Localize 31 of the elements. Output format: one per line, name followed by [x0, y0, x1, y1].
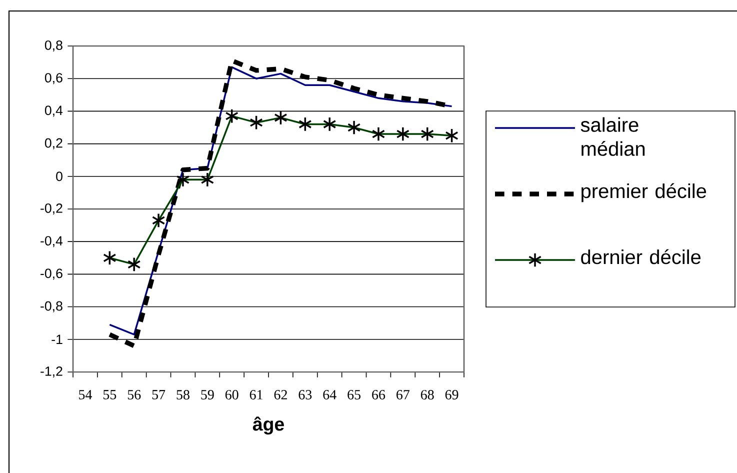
x-tick-label: 58 — [176, 390, 190, 400]
x-tick-label: 59 — [201, 390, 214, 400]
y-tick-label: 0,2 — [44, 138, 62, 150]
x-tick-label: 66 — [372, 390, 386, 400]
x-tick-label: 57 — [152, 390, 166, 400]
x-tick-label: 56 — [128, 390, 141, 400]
y-tick-label: 0,8 — [44, 40, 62, 52]
y-tick-label: -0,6 — [40, 268, 62, 280]
y-tick-label: -0,2 — [40, 203, 62, 215]
y-tick-label: -1 — [52, 334, 62, 344]
x-tick-label: 62 — [274, 390, 287, 400]
x-axis-title: âge — [252, 416, 284, 435]
x-tick-label: 64 — [323, 390, 336, 400]
x-tick-label: 69 — [445, 390, 458, 400]
x-tick-label: 54 — [79, 390, 92, 400]
y-tick-label: -0,8 — [40, 301, 62, 312]
legend-label: salaire médian — [580, 117, 645, 156]
x-tick-label: 55 — [103, 390, 116, 400]
y-tick-label: -0,4 — [40, 236, 63, 248]
y-tick-label: 0 — [56, 172, 62, 182]
y-tick-label: 0,6 — [44, 73, 62, 84]
legend-label: premier décile — [582, 183, 706, 202]
x-tick-label: 68 — [420, 390, 434, 400]
x-tick-label: 63 — [298, 390, 312, 400]
x-tick-label: 65 — [348, 390, 360, 400]
x-tick-label: 60 — [225, 390, 238, 400]
x-tick-label: 61 — [250, 390, 262, 400]
y-tick-label: -1,2 — [40, 366, 62, 378]
x-tick-label: 67 — [396, 390, 410, 400]
legend-label: dernier décile — [581, 249, 701, 264]
y-tick-label: 0,4 — [44, 106, 63, 117]
